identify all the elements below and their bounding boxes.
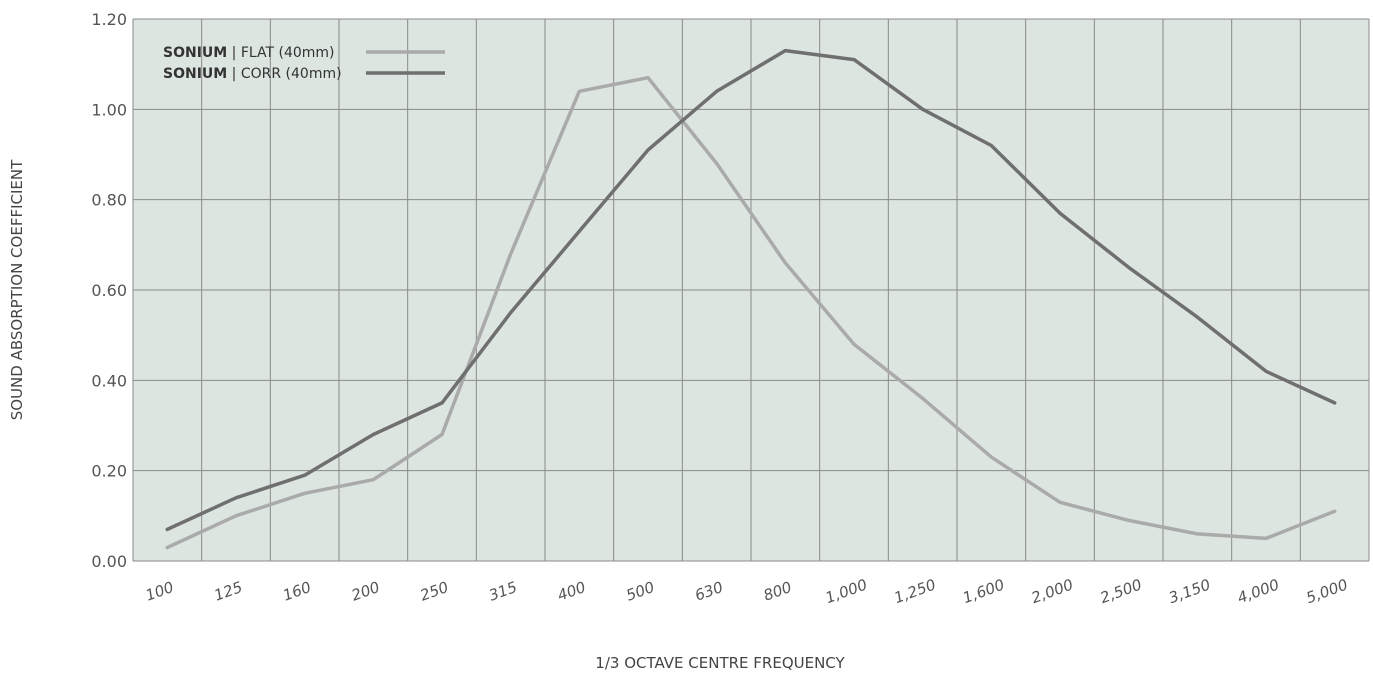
x-tick-label: 1,250: [892, 575, 939, 607]
y-tick-labels: 0.00 0.20 0.40 0.60 0.80 1.00 1.20: [91, 10, 127, 571]
x-tick-label: 400: [555, 578, 588, 605]
x-tick-label: 100: [143, 578, 176, 605]
x-tick-label: 4,000: [1235, 575, 1282, 607]
x-tick-label: 630: [692, 578, 725, 605]
x-tick-label: 3,150: [1166, 575, 1213, 607]
y-tick-label: 1.00: [91, 100, 127, 119]
y-tick-label: 0.40: [91, 371, 127, 390]
y-tick-label: 0.60: [91, 281, 127, 300]
legend-label-1: SONIUM | FLAT (40mm): [163, 45, 335, 61]
x-tick-label: 500: [624, 578, 657, 605]
y-tick-label: 0.00: [91, 552, 127, 571]
legend-label-2: SONIUM | CORR (40mm): [163, 66, 342, 82]
series-line-1: [165, 75, 1337, 550]
x-tick-label: 1,600: [960, 575, 1007, 607]
series-lines: [165, 48, 1337, 550]
x-tick-label: 2,000: [1029, 575, 1076, 607]
y-axis-title: SOUND ABSORPTION COEFFICIENT: [8, 159, 26, 420]
grid-lines: [132, 18, 1370, 562]
series-line-2: [165, 48, 1337, 532]
x-tick-label: 250: [418, 578, 451, 605]
x-tick-label: 1,000: [823, 575, 870, 607]
x-tick-label: 200: [349, 578, 382, 605]
y-tick-label: 0.20: [91, 462, 127, 481]
x-tick-label: 2,500: [1098, 575, 1145, 607]
x-tick-label: 5,000: [1304, 575, 1351, 607]
legend: SONIUM | FLAT (40mm) SONIUM | CORR (40mm): [163, 45, 445, 82]
x-tick-label: 160: [280, 578, 313, 605]
x-tick-label: 125: [212, 578, 245, 605]
x-tick-label: 315: [486, 578, 519, 605]
y-tick-label: 1.20: [91, 10, 127, 29]
x-tick-labels: 100 125 160 200 250 315 400 500 630 800 1,000 1,250…: [143, 575, 1350, 607]
x-tick-label: 800: [761, 578, 794, 605]
y-tick-label: 0.80: [91, 191, 127, 210]
x-axis-title: 1/3 OCTAVE CENTRE FREQUENCY: [595, 654, 845, 672]
